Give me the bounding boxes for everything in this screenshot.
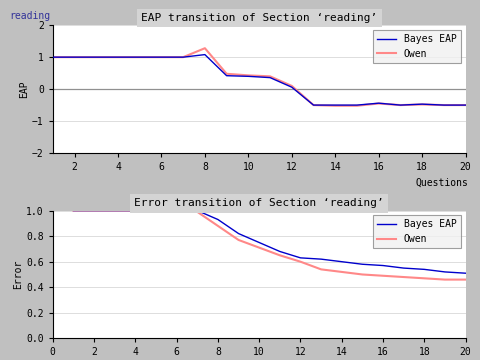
- Owen: [236, 238, 241, 242]
- Owen: [463, 103, 468, 107]
- Bayes EAP: [441, 103, 447, 107]
- Bayes EAP: [224, 73, 229, 78]
- Owen: [401, 275, 407, 279]
- Bayes EAP: [298, 256, 303, 260]
- Bayes EAP: [380, 264, 386, 268]
- Bayes EAP: [112, 208, 118, 213]
- Bayes EAP: [236, 231, 241, 236]
- Text: reading: reading: [10, 11, 51, 21]
- Owen: [318, 267, 324, 271]
- Text: Questions: Questions: [416, 178, 468, 188]
- Owen: [115, 55, 121, 59]
- Owen: [224, 72, 229, 76]
- Bayes EAP: [94, 55, 99, 59]
- Bayes EAP: [339, 260, 345, 264]
- Bayes EAP: [174, 208, 180, 213]
- Owen: [215, 224, 221, 228]
- Bayes EAP: [360, 262, 365, 266]
- Owen: [419, 102, 425, 107]
- Bayes EAP: [72, 55, 77, 59]
- Bayes EAP: [137, 55, 143, 59]
- Owen: [339, 270, 345, 274]
- Owen: [202, 46, 208, 50]
- Owen: [380, 274, 386, 278]
- Owen: [94, 55, 99, 59]
- Bayes EAP: [115, 55, 121, 59]
- Owen: [256, 246, 262, 250]
- Bayes EAP: [289, 85, 295, 89]
- Owen: [137, 55, 143, 59]
- Legend: Bayes EAP, Owen: Bayes EAP, Owen: [373, 215, 461, 248]
- Owen: [332, 104, 338, 108]
- Bayes EAP: [50, 55, 56, 59]
- Owen: [421, 276, 427, 280]
- Bayes EAP: [267, 76, 273, 80]
- Owen: [289, 84, 295, 88]
- Owen: [180, 55, 186, 59]
- Owen: [441, 103, 447, 107]
- Owen: [71, 208, 76, 213]
- Bayes EAP: [194, 208, 200, 213]
- Bayes EAP: [202, 53, 208, 57]
- Y-axis label: EAP: EAP: [19, 80, 29, 98]
- Bayes EAP: [318, 257, 324, 261]
- Owen: [132, 208, 138, 213]
- Bayes EAP: [180, 55, 186, 59]
- Owen: [463, 278, 468, 282]
- Bayes EAP: [245, 74, 251, 78]
- Owen: [267, 74, 273, 78]
- Bayes EAP: [91, 208, 97, 213]
- Bayes EAP: [442, 270, 448, 274]
- Bayes EAP: [215, 217, 221, 222]
- Owen: [360, 272, 365, 276]
- Bayes EAP: [463, 271, 468, 275]
- Bayes EAP: [71, 208, 76, 213]
- Bayes EAP: [158, 55, 164, 59]
- Bayes EAP: [354, 103, 360, 107]
- Owen: [354, 104, 360, 108]
- Y-axis label: Error: Error: [13, 260, 24, 289]
- Bayes EAP: [397, 103, 403, 107]
- Bayes EAP: [421, 267, 427, 271]
- Owen: [50, 55, 56, 59]
- Bayes EAP: [376, 101, 382, 105]
- Owen: [245, 73, 251, 77]
- Owen: [442, 278, 448, 282]
- Line: Bayes EAP: Bayes EAP: [53, 55, 466, 105]
- Bayes EAP: [256, 240, 262, 245]
- Legend: Bayes EAP, Owen: Bayes EAP, Owen: [373, 30, 461, 63]
- Owen: [397, 103, 403, 107]
- Line: Owen: Owen: [53, 48, 466, 106]
- Bayes EAP: [132, 208, 138, 213]
- Bayes EAP: [153, 208, 159, 213]
- Owen: [298, 260, 303, 264]
- Owen: [158, 55, 164, 59]
- Title: EAP transition of Section ‘reading’: EAP transition of Section ‘reading’: [141, 13, 377, 23]
- Owen: [72, 55, 77, 59]
- Bayes EAP: [419, 102, 425, 106]
- Bayes EAP: [277, 249, 283, 254]
- Bayes EAP: [311, 103, 316, 107]
- Owen: [153, 208, 159, 213]
- Owen: [112, 208, 118, 213]
- Title: Error transition of Section ‘reading’: Error transition of Section ‘reading’: [134, 198, 384, 208]
- Owen: [277, 253, 283, 257]
- Owen: [91, 208, 97, 213]
- Line: Owen: Owen: [73, 211, 466, 280]
- Owen: [311, 103, 316, 107]
- Bayes EAP: [332, 103, 338, 107]
- Owen: [194, 210, 200, 214]
- Bayes EAP: [463, 103, 468, 107]
- Bayes EAP: [401, 266, 407, 270]
- Owen: [174, 208, 180, 213]
- Line: Bayes EAP: Bayes EAP: [73, 211, 466, 273]
- Owen: [376, 102, 382, 106]
